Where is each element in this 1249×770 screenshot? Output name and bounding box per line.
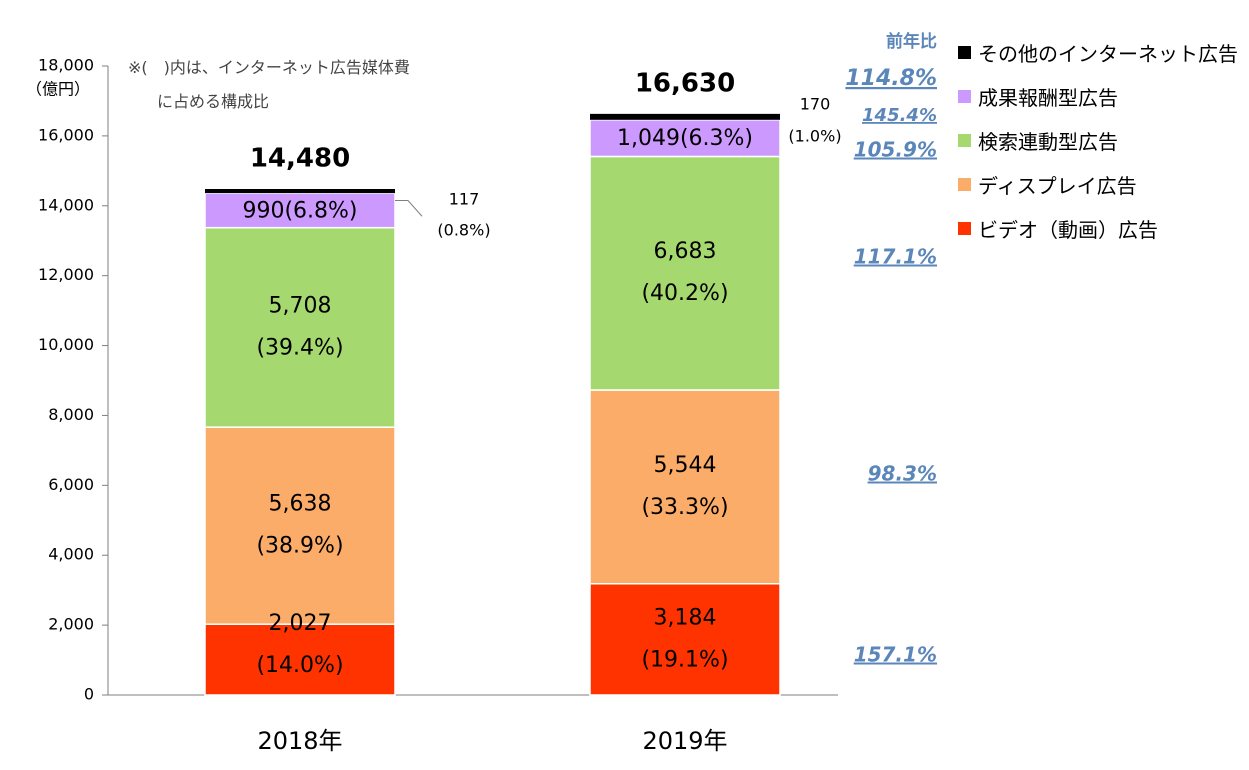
segment-share-label: (40.2%) <box>641 281 728 306</box>
yoy-search-value: 117.1% <box>854 245 937 269</box>
x-category-label: 2018年 <box>257 727 342 755</box>
legend-label: 検索連動型広告 <box>978 129 1118 154</box>
segment-value-label: 5,544 <box>654 453 717 478</box>
legend-item: 検索連動型広告 <box>958 118 1238 162</box>
legend-label: その他のインターネット広告 <box>978 41 1238 66</box>
segment-combined-label: 990(6.8%) <box>242 198 357 223</box>
legend-item: 成果報酬型広告 <box>958 74 1238 118</box>
legend-swatch <box>958 89 971 103</box>
segment-value-label: 6,683 <box>654 239 717 264</box>
yoy-total-value: 114.8% <box>845 66 937 91</box>
y-tick-label: 6,000 <box>48 475 94 494</box>
legend-swatch <box>958 177 971 191</box>
segment-combined-label: 1,049(6.3%) <box>617 126 753 151</box>
legend-swatch <box>958 45 971 59</box>
chart-note-line2: に占める構成比 <box>157 92 270 111</box>
bar-segment <box>204 426 396 625</box>
segment-value-label: 2,027 <box>269 611 332 636</box>
bar-segment <box>589 155 781 391</box>
bar-segment <box>590 113 780 120</box>
y-tick-label: 16,000 <box>38 125 94 144</box>
segment-value-label: 5,638 <box>269 492 332 517</box>
bar-segment <box>589 119 781 158</box>
segment-share-label: (14.0%) <box>256 653 343 678</box>
bar-segment <box>204 226 396 428</box>
legend-item: ディスプレイ広告 <box>958 162 1238 206</box>
chart-legend: その他のインターネット広告 成果報酬型広告 検索連動型広告 ディスプレイ広告 ビデオ（動… <box>958 30 1238 250</box>
bar-segment <box>205 189 395 194</box>
segment-share-label: (39.4%) <box>256 335 343 360</box>
segment-share-label: (38.9%) <box>256 534 343 559</box>
legend-swatch <box>958 133 971 147</box>
x-category-label: 2019年 <box>642 727 727 755</box>
chart-note-line1: ※( )内は、インターネット広告媒体費 <box>128 58 410 77</box>
y-axis-unit-label: （億円） <box>26 80 90 99</box>
yoy-display-value: 98.3% <box>868 462 937 486</box>
y-tick-label: 10,000 <box>38 335 94 354</box>
callout-share-label: (0.8%) <box>437 221 490 240</box>
callout-value-label: 170 <box>800 95 831 114</box>
segment-value-label: 5,708 <box>269 293 332 318</box>
y-tick-label: 14,000 <box>38 195 94 214</box>
y-tick-label: 18,000 <box>38 56 94 75</box>
y-tick-label: 8,000 <box>48 405 94 424</box>
legend-label: 成果報酬型広告 <box>978 85 1118 110</box>
legend-label: ディスプレイ広告 <box>978 173 1137 198</box>
total-label: 16,630 <box>635 68 735 98</box>
y-tick-label: 0 <box>84 685 94 704</box>
yoy-other-internet-value: 145.4% <box>862 105 937 126</box>
legend-label: ビデオ（動画）広告 <box>978 217 1158 242</box>
y-tick-label: 4,000 <box>48 545 94 564</box>
total-label: 14,480 <box>250 144 350 174</box>
bar-segment <box>204 623 396 696</box>
callout-share-label: (1.0%) <box>788 127 841 146</box>
callout-value-label: 117 <box>449 190 480 209</box>
legend-item: その他のインターネット広告 <box>958 30 1238 74</box>
legend-swatch <box>958 221 971 235</box>
segment-share-label: (33.3%) <box>641 495 728 520</box>
y-tick-label: 12,000 <box>38 265 94 284</box>
segment-value-label: 3,184 <box>654 605 717 630</box>
bar-segment <box>589 582 781 696</box>
y-tick-label: 2,000 <box>48 615 94 634</box>
segment-share-label: (19.1%) <box>641 647 728 672</box>
callout-leader-line <box>395 200 423 217</box>
yoy-header: 前年比 <box>886 31 937 52</box>
legend-item: ビデオ（動画）広告 <box>958 206 1238 250</box>
yoy-video-value: 157.1% <box>854 643 937 667</box>
yoy-performance-value: 105.9% <box>854 138 937 162</box>
bar-segment <box>589 389 781 585</box>
